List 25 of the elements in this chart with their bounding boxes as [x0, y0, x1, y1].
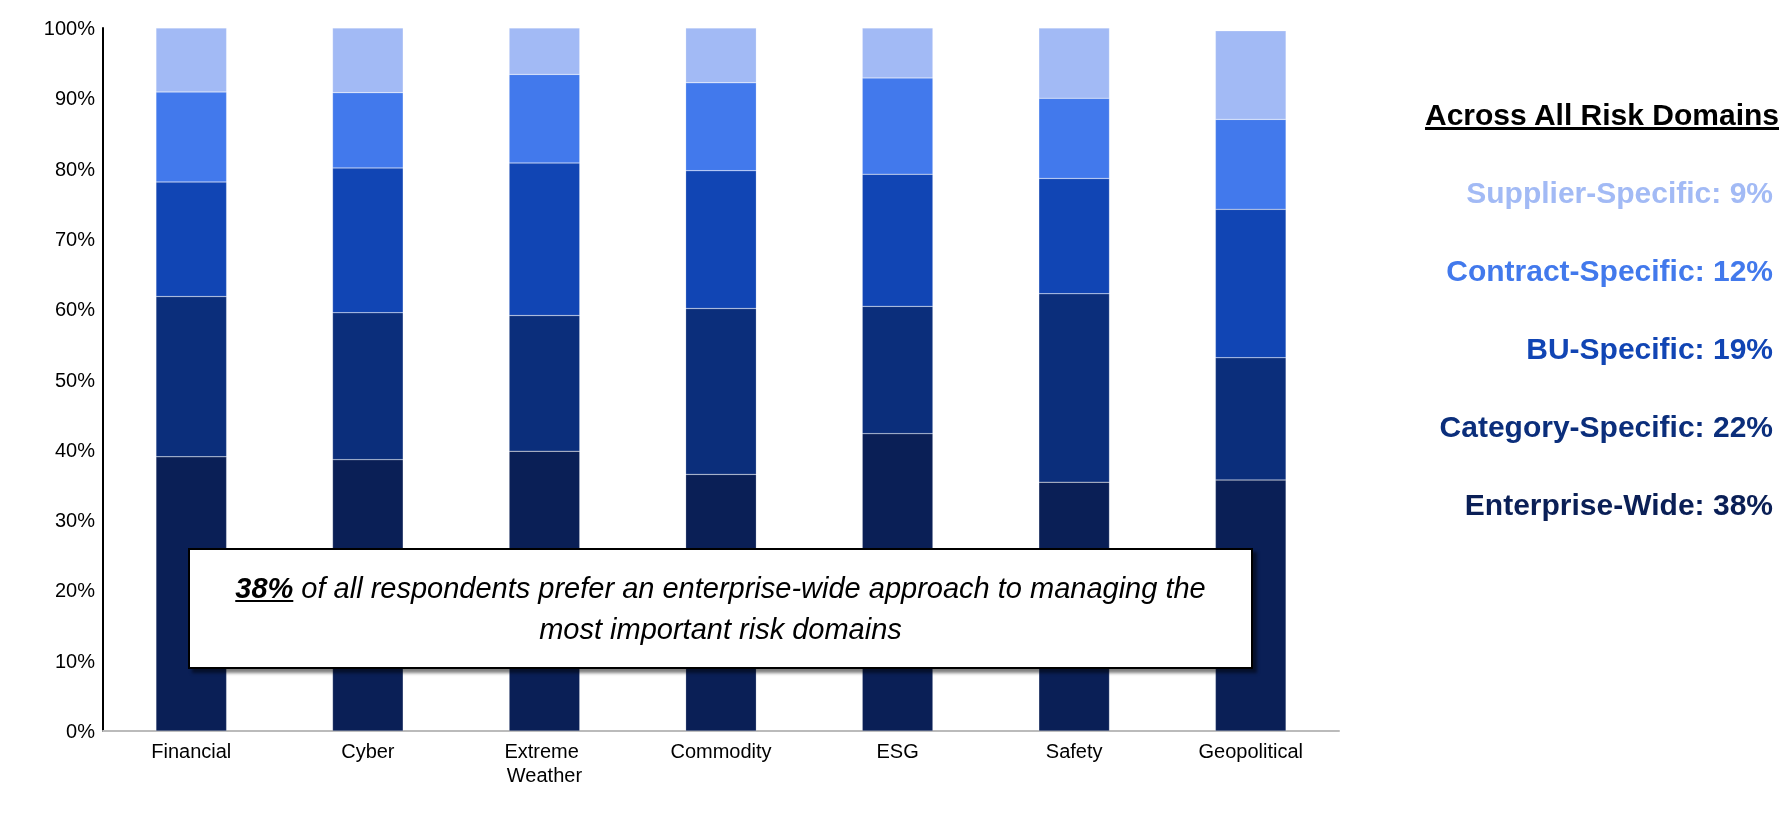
y-tick-label: 50%	[54, 368, 96, 391]
y-tick-label: 10%	[54, 649, 96, 672]
y-tick-label: 90%	[54, 87, 96, 110]
y-tick-label: 60%	[54, 298, 96, 321]
x-tick-label: Extreme Weather	[504, 740, 585, 786]
y-tick-label: 20%	[54, 579, 96, 602]
text: Supplier-Specific: 9%	[1465, 176, 1774, 210]
y-tick-label: 0%	[66, 720, 96, 742]
y-tick-label: 80%	[54, 157, 96, 180]
x-tick-label: ESG	[876, 740, 919, 762]
x-tick-label: Safety	[1045, 740, 1103, 762]
text: Category-Specific: 22%	[1438, 410, 1774, 444]
x-tick-label: Cyber	[341, 740, 395, 762]
text: Contract-Specific: 12%	[1445, 254, 1774, 288]
x-tick-label: Commodity	[670, 740, 772, 762]
y-tick-label: 30%	[54, 509, 96, 532]
text: BU-Specific: 19%	[1525, 332, 1774, 366]
text: Enterprise-Wide: 38%	[1463, 488, 1774, 522]
y-tick-label: 40%	[54, 438, 96, 461]
x-tick-label: Geopolitical	[1198, 740, 1303, 762]
y-tick-label: 100%	[43, 17, 96, 39]
x-tick-label: Financial	[151, 740, 232, 762]
callout-box: 38% of all respondents prefer an enterprise-wide approach to managing the most important risk domains	[188, 548, 1253, 670]
legend-title: Across All Risk Domains	[1424, 98, 1779, 132]
y-tick-label: 70%	[54, 227, 96, 250]
